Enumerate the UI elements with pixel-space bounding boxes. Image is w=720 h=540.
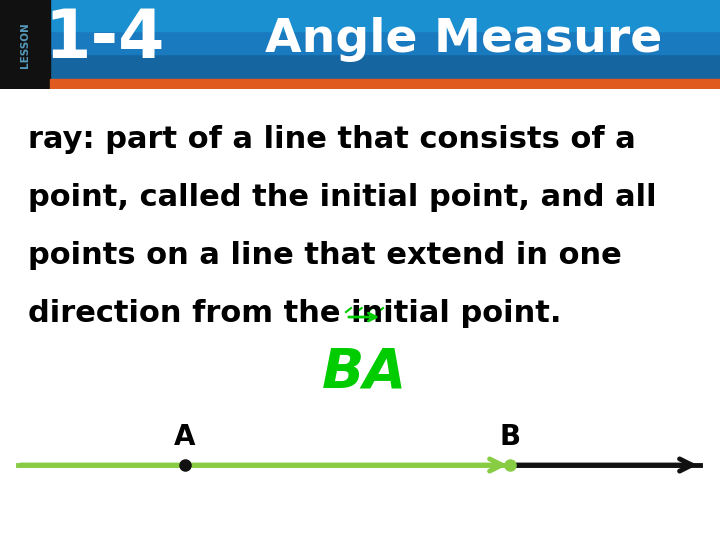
Text: 1-4: 1-4 — [45, 6, 165, 72]
Bar — [0, 0, 50, 89]
Bar — [0, 0, 720, 54]
Text: LESSON: LESSON — [20, 22, 30, 68]
Text: Angle Measure: Angle Measure — [265, 17, 662, 62]
Text: points on a line that extend in one: points on a line that extend in one — [28, 241, 622, 270]
Text: ray: part of a line that consists of a: ray: part of a line that consists of a — [28, 125, 636, 154]
Text: direction from the initial point.: direction from the initial point. — [28, 299, 562, 328]
Text: BA: BA — [321, 345, 407, 399]
Bar — [0, 0, 720, 31]
Text: B: B — [500, 423, 521, 451]
Text: A: A — [174, 423, 196, 451]
Bar — [50, 79, 720, 89]
Text: point, called the initial point, and all: point, called the initial point, and all — [28, 183, 657, 212]
